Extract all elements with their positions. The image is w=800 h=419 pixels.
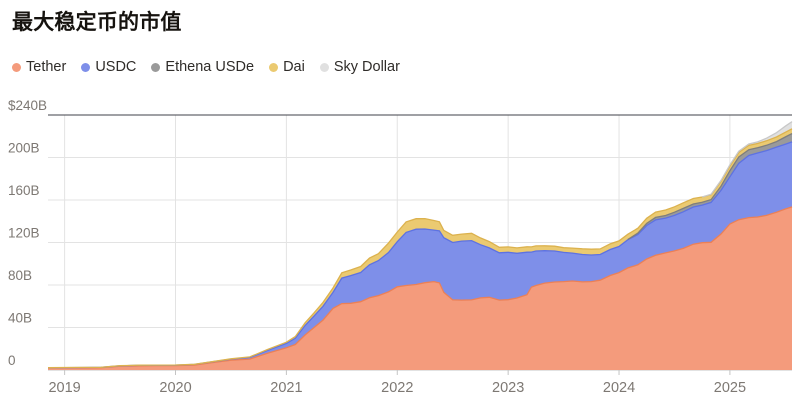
- edge-tether: [47, 206, 793, 369]
- y-tick-label: 0: [8, 353, 16, 368]
- edge-ethena-usde: [627, 133, 793, 240]
- legend-item-ethena-usde[interactable]: Ethena USDe: [151, 59, 254, 75]
- legend-dot: [12, 62, 21, 72]
- area-tether: [48, 206, 792, 370]
- legend-item-dai[interactable]: Dai: [269, 59, 305, 75]
- legend-label: Ethena USDe: [165, 59, 255, 75]
- legend-label: Dai: [283, 59, 305, 75]
- chart-title: 最大稳定币的市值: [12, 11, 182, 34]
- legend-dot: [151, 62, 161, 72]
- y-tick-label: $240B: [8, 98, 47, 113]
- legend-item-usdc[interactable]: USDC: [81, 59, 136, 75]
- edge-sky-dollar: [702, 121, 793, 198]
- y-tick-label: 80B: [8, 268, 32, 283]
- x-tick-label: 2025: [714, 380, 746, 396]
- x-tick-label: 2021: [270, 380, 302, 396]
- legend-dot: [269, 62, 279, 72]
- legend-label: Sky Dollar: [333, 59, 400, 75]
- legend-dot: [319, 62, 329, 72]
- x-tick-label: 2023: [492, 380, 524, 396]
- x-tick-label: 2019: [48, 380, 80, 396]
- legend: Tether USDC Ethena USDe Dai Sky Dollar: [12, 59, 400, 75]
- series-areas: [47, 121, 793, 370]
- area-usdc: [48, 141, 792, 368]
- edge-dai: [47, 128, 793, 369]
- legend-label: USDC: [95, 59, 137, 75]
- legend-item-sky-dollar[interactable]: Sky Dollar: [319, 59, 400, 75]
- x-tick-label: 2022: [381, 380, 413, 396]
- legend-item-tether[interactable]: Tether: [12, 59, 66, 75]
- y-tick-label: 120B: [8, 226, 40, 241]
- x-tick-label: 2024: [603, 380, 635, 396]
- y-tick-label: 160B: [8, 183, 40, 198]
- edge-usdc: [47, 141, 793, 369]
- legend-dot: [81, 62, 91, 72]
- legend-label: Tether: [26, 59, 67, 75]
- x-tick-label: 2020: [159, 380, 191, 396]
- y-tick-label: 200B: [8, 141, 40, 156]
- y-tick-label: 40B: [8, 311, 32, 326]
